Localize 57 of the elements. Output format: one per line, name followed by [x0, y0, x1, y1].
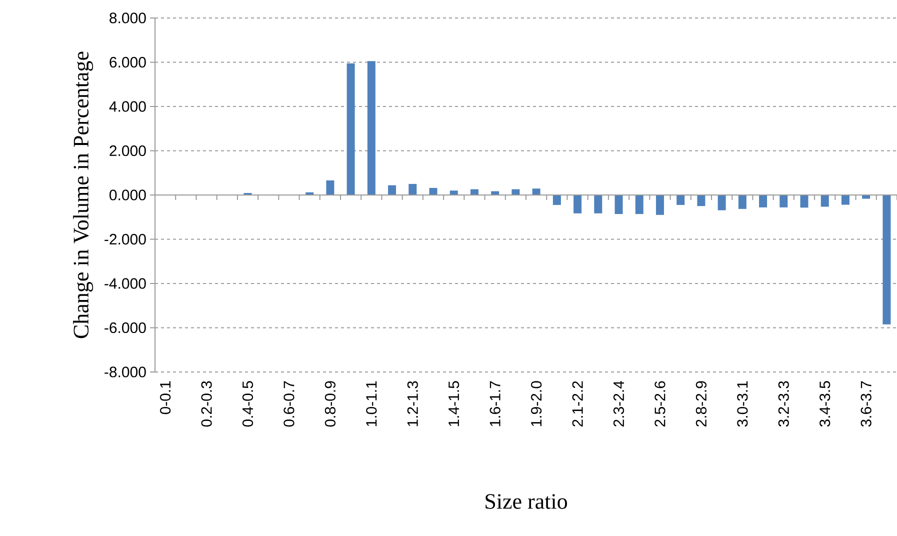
y-tick-label: 4.000	[109, 101, 146, 112]
bar	[574, 194, 582, 214]
y-tick-label: 6.000	[110, 56, 146, 68]
x-tick-label: 1.9-2.0	[530, 381, 542, 426]
bar	[759, 194, 768, 208]
x-tick-label: 1.4-1.5	[448, 381, 460, 426]
bar	[676, 194, 685, 205]
bar	[882, 194, 891, 324]
x-tick-label: 3.6-3.7	[860, 381, 872, 427]
y-tick-label: 0.000	[110, 190, 146, 200]
y-tick-label: -4.000	[104, 278, 146, 289]
bar	[470, 189, 478, 195]
y-tick-label: -2.000	[104, 234, 146, 245]
bar	[780, 194, 788, 208]
bar	[326, 180, 334, 195]
bar	[532, 188, 540, 195]
x-tick-label: 2.3-2.4	[613, 380, 624, 426]
bar	[429, 188, 438, 195]
x-tick-label: 0.6-0.7	[284, 381, 294, 427]
bar	[820, 194, 829, 207]
bar	[552, 194, 561, 205]
bar	[841, 194, 850, 205]
x-tick-label: 1.6-1.7	[490, 381, 500, 426]
x-tick-label: 3.2-3.3	[778, 381, 789, 427]
x-axis-title: Size ratio	[486, 494, 568, 509]
x-tick-label: 1.0-1.1	[366, 381, 377, 426]
x-tick-label: 2.8-2.9	[696, 381, 706, 426]
x-tick-label: 3.4-3.5	[820, 381, 830, 427]
bar	[388, 185, 396, 195]
bar	[697, 194, 706, 206]
bar	[635, 194, 644, 214]
y-tick-label: -8.000	[104, 366, 146, 378]
bar	[614, 194, 623, 214]
bar	[367, 61, 376, 195]
y-tick-label: 2.000	[110, 145, 146, 156]
bar	[718, 194, 726, 210]
x-tick-label: 1.2-1.3	[407, 381, 418, 426]
bar	[594, 194, 602, 214]
x-tick-label: 0-0.1	[160, 381, 171, 414]
bar	[512, 189, 520, 195]
x-tick-label: 0.2-0.3	[201, 381, 212, 427]
x-tick-label: 2.1-2.2	[572, 381, 583, 426]
x-tick-label: 2.5-2.6	[654, 381, 666, 426]
y-tick-label: 8.000	[110, 12, 146, 24]
bar	[346, 63, 355, 195]
y-axis-title: Change in Volume in Percentage	[73, 52, 94, 338]
y-tick-label: -6.000	[104, 322, 146, 334]
x-tick-label: 3.0-3.1	[737, 381, 748, 427]
bar	[408, 184, 417, 195]
bar	[656, 194, 664, 215]
bar	[800, 194, 808, 208]
bar	[738, 194, 746, 209]
bar	[491, 191, 500, 195]
bar	[862, 194, 870, 199]
bar	[450, 190, 458, 195]
x-tick-label: 0.8-0.9	[324, 381, 336, 427]
x-tick-label: 0.4-0.5	[242, 381, 254, 427]
